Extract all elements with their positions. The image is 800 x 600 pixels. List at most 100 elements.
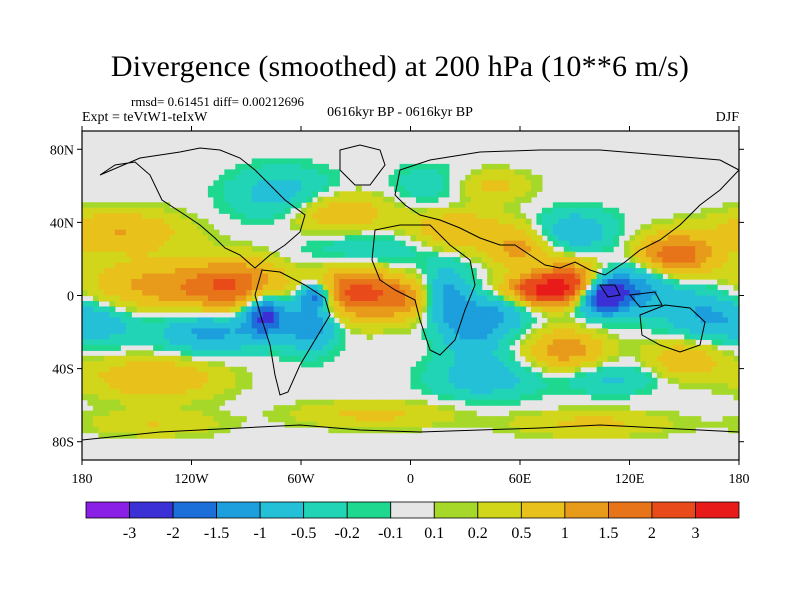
field-cell: [667, 246, 674, 253]
field-cell: [432, 191, 439, 198]
field-cell: [700, 262, 707, 269]
field-cell: [596, 284, 603, 291]
field-cell: [591, 306, 598, 313]
field-cell: [322, 405, 329, 412]
field-cell: [377, 311, 384, 319]
field-cell: [136, 405, 143, 412]
field-cell: [136, 339, 143, 346]
field-cell: [520, 317, 527, 324]
field-cell: [509, 421, 516, 428]
field-cell: [656, 421, 663, 428]
field-cell: [607, 284, 614, 291]
field-cell: [153, 344, 160, 351]
field-cell: [109, 333, 116, 340]
field-cell: [164, 207, 171, 214]
field-cell: [164, 421, 171, 428]
field-cell: [498, 295, 505, 302]
field-cell: [613, 306, 620, 313]
field-cell: [224, 180, 231, 187]
field-cell: [481, 196, 488, 203]
field-cell: [563, 295, 570, 302]
field-cell: [125, 218, 132, 225]
field-cell: [142, 240, 149, 247]
field-cell: [574, 328, 581, 335]
field-cell: [164, 416, 171, 423]
field-cell: [656, 427, 663, 434]
field-cell: [306, 262, 313, 269]
field-cell: [196, 344, 204, 351]
field-cell: [722, 295, 729, 302]
field-cell: [618, 350, 625, 357]
field-cell: [689, 290, 696, 297]
field-cell: [339, 191, 346, 198]
field-cell: [711, 273, 718, 280]
field-cell: [541, 229, 548, 236]
field-cell: [290, 196, 297, 203]
field-cell: [169, 257, 176, 264]
field-cell: [525, 322, 532, 329]
field-cell: [492, 224, 499, 231]
field-cell: [558, 405, 565, 412]
field-cell: [426, 174, 433, 181]
field-cell: [98, 372, 105, 379]
field-cell: [530, 372, 538, 379]
field-cell: [196, 251, 204, 258]
field-cell: [503, 262, 510, 269]
field-cell: [580, 350, 587, 357]
field-cell: [514, 322, 521, 329]
field-cell: [125, 410, 132, 417]
field-cell: [415, 279, 423, 286]
field-cell: [547, 333, 554, 340]
field-cell: [120, 284, 127, 291]
field-cell: [103, 251, 110, 258]
field-cell: [240, 383, 247, 390]
field-cell: [399, 295, 406, 302]
field-cell: [722, 273, 729, 280]
field-cell: [684, 328, 691, 335]
lon-tick-label: 180: [72, 472, 93, 487]
field-cell: [520, 191, 527, 198]
field-cell: [717, 306, 724, 313]
field-cell: [415, 377, 423, 384]
field-cell: [207, 416, 214, 423]
field-cell: [574, 333, 581, 340]
field-cell: [443, 421, 450, 428]
field-cell: [273, 268, 280, 275]
field-cell: [695, 240, 702, 247]
field-cell: [525, 290, 532, 297]
field-cell: [268, 158, 275, 165]
field-cell: [629, 311, 636, 319]
field-cell: [662, 372, 669, 379]
field-cell: [640, 344, 647, 351]
field-cell: [432, 174, 439, 181]
field-cell: [153, 355, 160, 362]
field-cell: [481, 383, 488, 390]
field-cell: [251, 218, 258, 225]
field-cell: [251, 196, 258, 203]
field-cell: [443, 246, 450, 253]
field-cell: [164, 300, 171, 308]
field-cell: [311, 284, 319, 291]
field-cell: [399, 257, 406, 264]
field-cell: [202, 377, 209, 384]
field-cell: [82, 218, 89, 225]
field-cell: [207, 388, 214, 395]
field-cell: [574, 339, 581, 346]
field-cell: [196, 333, 204, 340]
field-cell: [509, 207, 516, 214]
field-cell: [377, 421, 384, 428]
field-cell: [465, 300, 472, 308]
field-cell: [498, 218, 505, 225]
field-cell: [196, 432, 204, 439]
field-cell: [487, 246, 494, 253]
field-cell: [350, 311, 357, 319]
field-cell: [142, 284, 149, 291]
field-cell: [656, 218, 663, 225]
field-cell: [498, 383, 505, 390]
field-cell: [120, 372, 127, 379]
field-cell: [481, 240, 488, 247]
field-cell: [240, 169, 247, 176]
field-cell: [377, 273, 384, 280]
field-cell: [295, 339, 302, 346]
field-cell: [301, 218, 308, 225]
